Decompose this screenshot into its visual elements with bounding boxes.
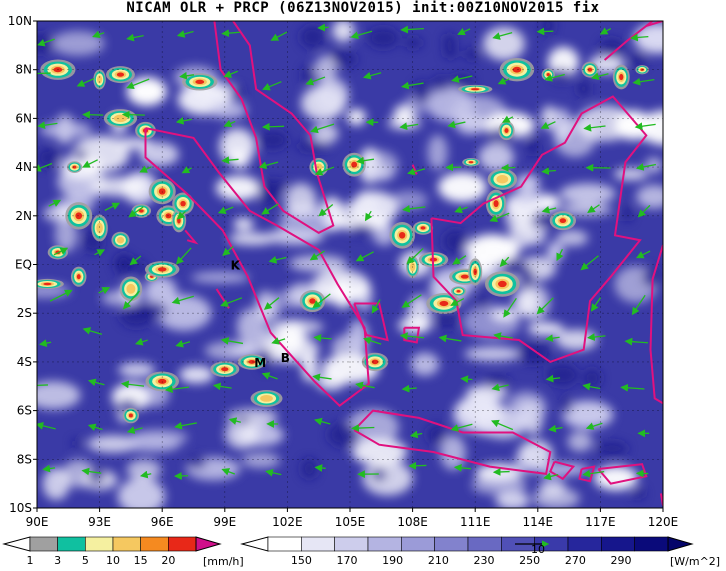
lat-tick-label: 4S	[17, 355, 32, 369]
lat-tick-label: EQ	[15, 258, 32, 272]
coastline-java	[353, 409, 552, 476]
coastline	[144, 21, 663, 506]
lat-tick-label: 2S	[17, 306, 32, 320]
olr-colorbar-label: 270	[565, 554, 586, 567]
lon-tick-label: 120E	[648, 515, 679, 529]
lon-tick-label: 117E	[585, 515, 616, 529]
marker-k: K	[231, 258, 241, 272]
lat-tick-label: 2N	[15, 209, 32, 223]
wind-vectors	[37, 23, 656, 481]
lat-tick-label: 6S	[17, 404, 32, 418]
lat-lon-grid	[37, 21, 663, 508]
lat-tick-label: 8S	[17, 452, 32, 466]
coastline-borneo	[430, 95, 648, 364]
chart-title: NICAM OLR + PRCP (06Z13NOV2015) init:00Z…	[126, 0, 600, 16]
coastline-sumatra	[144, 127, 370, 408]
precip-colorbar-label: 10	[106, 554, 120, 567]
coastline-nias	[184, 229, 199, 245]
lat-tick-label: 8N	[15, 63, 32, 77]
precip-colorbar-label: 1	[27, 554, 34, 567]
axis-ticks: 90E 93E 96E 99E 102E 105E 108E 111E 114E 117E 120E…	[8, 14, 679, 529]
olr-colorbar-label: 230	[474, 554, 495, 567]
olr-unit: [W/m^2]	[670, 555, 720, 568]
lon-tick-label: 105E	[335, 515, 366, 529]
precip-colorbar-label: 20	[161, 554, 175, 567]
lat-tick-label: 10N	[8, 14, 32, 28]
coastline-palawan	[603, 21, 654, 61]
lon-tick-label: 108E	[397, 515, 428, 529]
lat-tick-label: 6N	[15, 111, 32, 125]
precip-unit: [mm/h]	[203, 555, 244, 568]
precipitation-cells	[37, 58, 649, 424]
lat-tick-label: 10S	[9, 501, 32, 515]
coastline-malay-peninsula	[213, 21, 335, 234]
precip-colorbar-label: 15	[134, 554, 148, 567]
lon-tick-label: 111E	[460, 515, 491, 529]
coastline-philippines	[646, 21, 663, 27]
olr-overlay-label: 10	[531, 543, 545, 556]
precip-colorbar-label: 3	[54, 554, 61, 567]
coastline-lombok	[578, 465, 596, 483]
lon-tick-label: 99E	[213, 515, 236, 529]
olr-colorbar-label: 250	[519, 554, 540, 567]
lon-tick-label: 90E	[26, 515, 49, 529]
coastline-bali	[549, 460, 576, 481]
location-markers: K M B	[231, 258, 290, 369]
olr-colorbar-label: 150	[291, 554, 312, 567]
olr-colorbar: 150 170 190 210 230 250 270 290	[240, 536, 694, 567]
coastline-sulawesi	[649, 244, 663, 405]
lat-tick-label: 4N	[15, 160, 32, 174]
precip-colorbar: 1 3 5 10 15 20	[2, 536, 222, 567]
lon-tick-label: 114E	[523, 515, 554, 529]
coastline-sumbawa	[597, 463, 648, 485]
precip-colorbar-label: 5	[82, 554, 89, 567]
lon-tick-label: 102E	[272, 515, 303, 529]
olr-colorbar-label: 170	[337, 554, 358, 567]
coastline-bangka	[353, 302, 389, 342]
marker-b: B	[281, 351, 290, 365]
marker-m: M	[254, 356, 266, 370]
olr-colorbar-label: 190	[382, 554, 403, 567]
lon-tick-label: 96E	[151, 515, 174, 529]
map-plot: K M B 90E 93E 96E 99E 102E 105E 108E 111E 114E 117E…	[8, 14, 679, 529]
olr-colorbar-label: 290	[611, 554, 632, 567]
lon-tick-label: 93E	[88, 515, 111, 529]
olr-colorbar-label: 210	[428, 554, 449, 567]
